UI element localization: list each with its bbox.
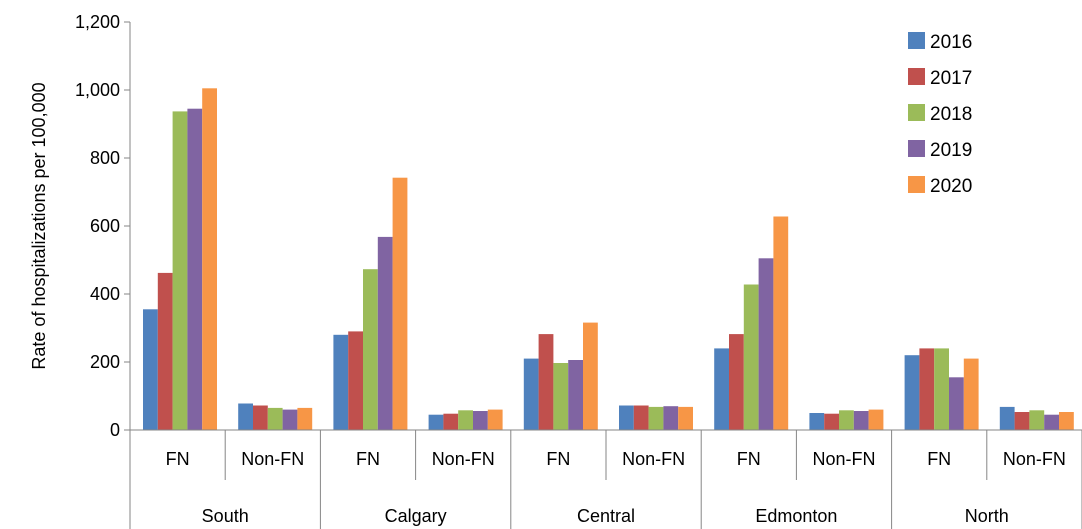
bar-2016-4 (428, 414, 444, 430)
bar-2016-3 (333, 334, 349, 430)
x-category-label: Non-FN (812, 449, 875, 469)
y-tick-label: 1,000 (75, 80, 120, 100)
bar-2020-5 (583, 322, 598, 430)
legend-swatch-2020 (908, 176, 925, 193)
y-tick-label: 400 (90, 284, 120, 304)
bar-2018-5 (553, 363, 569, 430)
bar-2019-10 (1044, 414, 1059, 430)
legend-swatch-2018 (908, 104, 925, 121)
bar-2016-10 (999, 406, 1015, 430)
bar-2017-7 (729, 334, 744, 430)
bar-2016-8 (809, 413, 825, 430)
bar-2017-3 (348, 331, 363, 430)
bar-2020-7 (773, 216, 789, 430)
y-tick-label: 0 (110, 420, 120, 440)
x-category-label: FN (546, 449, 570, 469)
y-tick-label: 1,200 (75, 12, 120, 32)
y-tick-label: 600 (90, 216, 120, 236)
bar-2018-9 (934, 348, 949, 430)
bar-2017-6 (633, 405, 649, 430)
bar-2018-10 (1029, 410, 1045, 430)
legend-label-2020: 2020 (930, 176, 972, 197)
bar-2019-8 (853, 411, 869, 430)
y-axis-title: Rate of hospitalizations per 100,000 (29, 82, 49, 369)
bar-2016-9 (904, 355, 920, 430)
x-category-label: FN (166, 449, 190, 469)
bar-2020-9 (963, 358, 979, 430)
bar-2017-8 (824, 413, 839, 430)
bar-2020-2 (297, 407, 313, 430)
bar-2019-3 (377, 236, 393, 430)
x-category-label: FN (737, 449, 761, 469)
bar-2018-7 (743, 284, 759, 430)
x-category-label: Non-FN (622, 449, 685, 469)
legend-label-2018: 2018 (930, 104, 972, 125)
bar-2017-4 (443, 413, 459, 430)
bar-2020-3 (392, 177, 408, 430)
x-category-label: Non-FN (241, 449, 304, 469)
bar-2017-1 (157, 272, 173, 430)
bar-2016-6 (619, 405, 634, 430)
bar-2020-4 (487, 409, 503, 430)
bar-2019-9 (949, 377, 964, 430)
bar-2018-2 (267, 407, 283, 430)
bar-2019-6 (663, 406, 679, 430)
bar-2017-2 (253, 405, 268, 430)
y-tick-label: 800 (90, 148, 120, 168)
legend-swatch-2016 (908, 32, 925, 49)
bar-2019-5 (568, 360, 583, 430)
bar-2018-4 (458, 410, 473, 430)
bar-2018-1 (172, 111, 188, 431)
bar-2017-9 (919, 348, 935, 430)
legend-swatch-2019 (908, 140, 925, 157)
y-tick-label: 200 (90, 352, 120, 372)
bar-2016-5 (523, 358, 539, 430)
bar-2018-6 (648, 406, 664, 430)
x-group-label: Central (577, 506, 635, 526)
bar-2016-1 (143, 309, 158, 430)
bar-2020-6 (678, 406, 693, 430)
bar-2016-2 (238, 403, 253, 430)
legend-label-2019: 2019 (930, 140, 972, 161)
bar-2019-2 (282, 409, 298, 430)
legend-swatch-2017 (908, 68, 925, 85)
x-category-label: FN (356, 449, 380, 469)
bar-2019-4 (473, 411, 488, 430)
x-category-label: Non-FN (1003, 449, 1066, 469)
legend-label-2017: 2017 (930, 68, 972, 89)
bar-2017-5 (538, 334, 554, 430)
x-category-label: FN (927, 449, 951, 469)
bar-2017-10 (1014, 412, 1030, 430)
bar-2019-7 (758, 258, 774, 430)
x-category-label: Non-FN (432, 449, 495, 469)
bar-2020-8 (868, 409, 884, 430)
x-group-label: Edmonton (755, 506, 837, 526)
x-group-label: North (965, 506, 1009, 526)
bar-2018-8 (839, 410, 854, 430)
x-group-label: South (202, 506, 249, 526)
bar-2018-3 (363, 269, 378, 430)
legend-label-2016: 2016 (930, 32, 972, 53)
x-group-label: Calgary (385, 506, 447, 526)
bar-2016-7 (714, 348, 729, 430)
bar-2020-10 (1059, 412, 1074, 430)
bar-2019-1 (187, 108, 203, 430)
bar-2020-1 (202, 88, 217, 431)
